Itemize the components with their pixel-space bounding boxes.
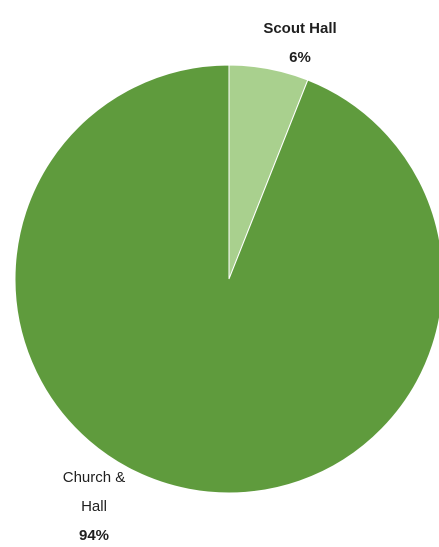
slice-label-church-hall-line1: Church & xyxy=(63,469,126,486)
slice-label-scout-hall: Scout Hall xyxy=(263,20,336,37)
pie-slices xyxy=(14,64,439,494)
slice-label-church-hall-line2: Hall xyxy=(81,498,107,515)
slice-church-hall xyxy=(14,64,439,494)
slice-value-scout-hall: 6% xyxy=(289,49,311,66)
slice-value-church-hall: 94% xyxy=(79,527,109,544)
